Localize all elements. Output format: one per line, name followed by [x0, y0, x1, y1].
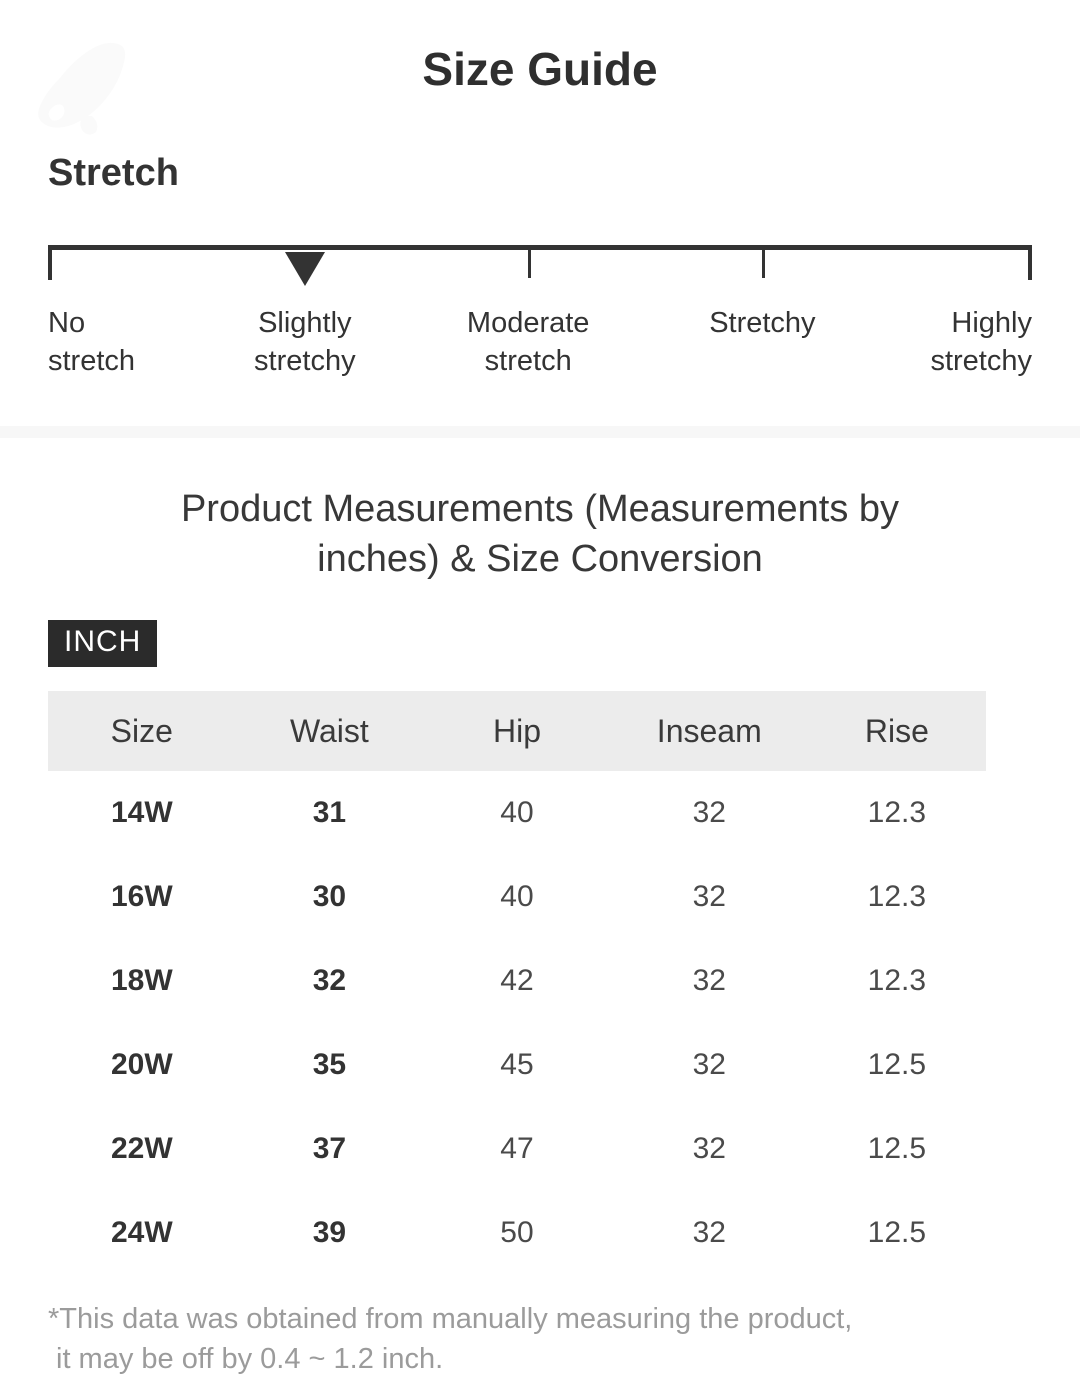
cell-hip: 50 — [500, 1216, 534, 1249]
stretch-level-labels: No stretch Slightly stretchy Moderate st… — [48, 304, 1032, 384]
header-waist: Waist — [289, 712, 369, 749]
measurements-title-line-1: Product Measurements (Measurements by — [180, 488, 900, 530]
cell-inseam: 32 — [692, 1048, 726, 1081]
measurements-title-line-2: inches) & Size Conversion — [317, 538, 763, 580]
unit-inch-badge[interactable]: INCH — [48, 620, 158, 667]
cell-size: 14W — [110, 796, 173, 829]
cell-size: 22W — [110, 1132, 173, 1165]
table-row: 14W 31 40 32 12.3 — [48, 771, 986, 855]
measurements-section: Product Measurements (Measurements by in… — [0, 484, 1080, 1376]
selected-level-marker-icon — [284, 252, 325, 286]
stretch-section: Stretch No stretch Slightly stretchy Mod… — [0, 154, 1080, 384]
stretch-level-slightly-stretchy: Slightly stretchy — [254, 307, 356, 377]
cell-size: 16W — [110, 880, 173, 913]
table-header-row: Size Waist Hip Inseam Rise — [48, 691, 986, 771]
stretch-level-moderate-stretch: Moderate stretch — [466, 307, 590, 377]
faint-watermark-shape — [38, 42, 126, 135]
stretch-level-highly-stretchy: Highly stretchy — [930, 307, 1032, 377]
disclaimer-line-2: it may be off by 0.4 ~ 1.2 inch. — [56, 1343, 444, 1375]
cell-waist: 32 — [312, 964, 347, 997]
cell-size: 20W — [110, 1048, 173, 1081]
table-row: 16W 30 40 32 12.3 — [48, 855, 986, 939]
cell-rise: 12.5 — [867, 1048, 927, 1081]
header-size: Size — [110, 712, 173, 749]
table-row: 22W 37 47 32 12.5 — [48, 1107, 986, 1191]
cell-waist: 31 — [312, 796, 347, 829]
cell-hip: 45 — [500, 1048, 534, 1081]
page-title: Size Guide — [422, 43, 658, 95]
cell-rise: 12.3 — [867, 796, 927, 829]
header-inseam: Inseam — [656, 712, 762, 749]
disclaimer-line-1: *This data was obtained from manually me… — [48, 1303, 853, 1335]
cell-waist: 30 — [312, 880, 347, 913]
header-rise: Rise — [864, 712, 929, 749]
stretch-scale — [48, 245, 1032, 290]
header-hip: Hip — [492, 712, 541, 749]
cell-hip: 40 — [500, 880, 534, 913]
cell-inseam: 32 — [692, 1216, 726, 1249]
cell-inseam: 32 — [692, 880, 726, 913]
measurements-table: Size Waist Hip Inseam Rise 14W 31 40 32 … — [48, 691, 986, 1275]
cell-hip: 40 — [500, 796, 534, 829]
cell-waist: 35 — [312, 1048, 347, 1081]
measurement-disclaimer: *This data was obtained from manually me… — [48, 1299, 1032, 1376]
cell-waist: 37 — [312, 1132, 347, 1165]
cell-rise: 12.5 — [867, 1216, 927, 1249]
measurements-title: Product Measurements (Measurements by in… — [48, 484, 1032, 584]
cell-size: 24W — [110, 1216, 173, 1249]
scale-tick-moderate — [528, 250, 532, 278]
stretch-level-no-stretch: No stretch — [48, 307, 136, 377]
cell-inseam: 32 — [692, 1132, 726, 1165]
section-divider — [0, 426, 1080, 438]
cell-inseam: 32 — [692, 964, 726, 997]
cell-rise: 12.5 — [867, 1132, 927, 1165]
cell-rise: 12.3 — [867, 964, 927, 997]
scale-tick-stretchy — [762, 250, 766, 278]
cell-rise: 12.3 — [867, 880, 927, 913]
stretch-heading: Stretch — [48, 152, 179, 194]
table-row: 18W 32 42 32 12.3 — [48, 939, 986, 1023]
cell-hip: 42 — [500, 964, 534, 997]
table-row: 20W 35 45 32 12.5 — [48, 1023, 986, 1107]
cell-waist: 39 — [312, 1216, 347, 1249]
cell-hip: 47 — [500, 1132, 534, 1165]
table-row: 24W 39 50 32 12.5 — [48, 1191, 986, 1275]
scale-tick-end — [1028, 250, 1032, 280]
cell-size: 18W — [110, 964, 173, 997]
stretch-level-stretchy: Stretchy — [709, 307, 816, 339]
scale-tick-start — [48, 250, 52, 280]
cell-inseam: 32 — [692, 796, 726, 829]
